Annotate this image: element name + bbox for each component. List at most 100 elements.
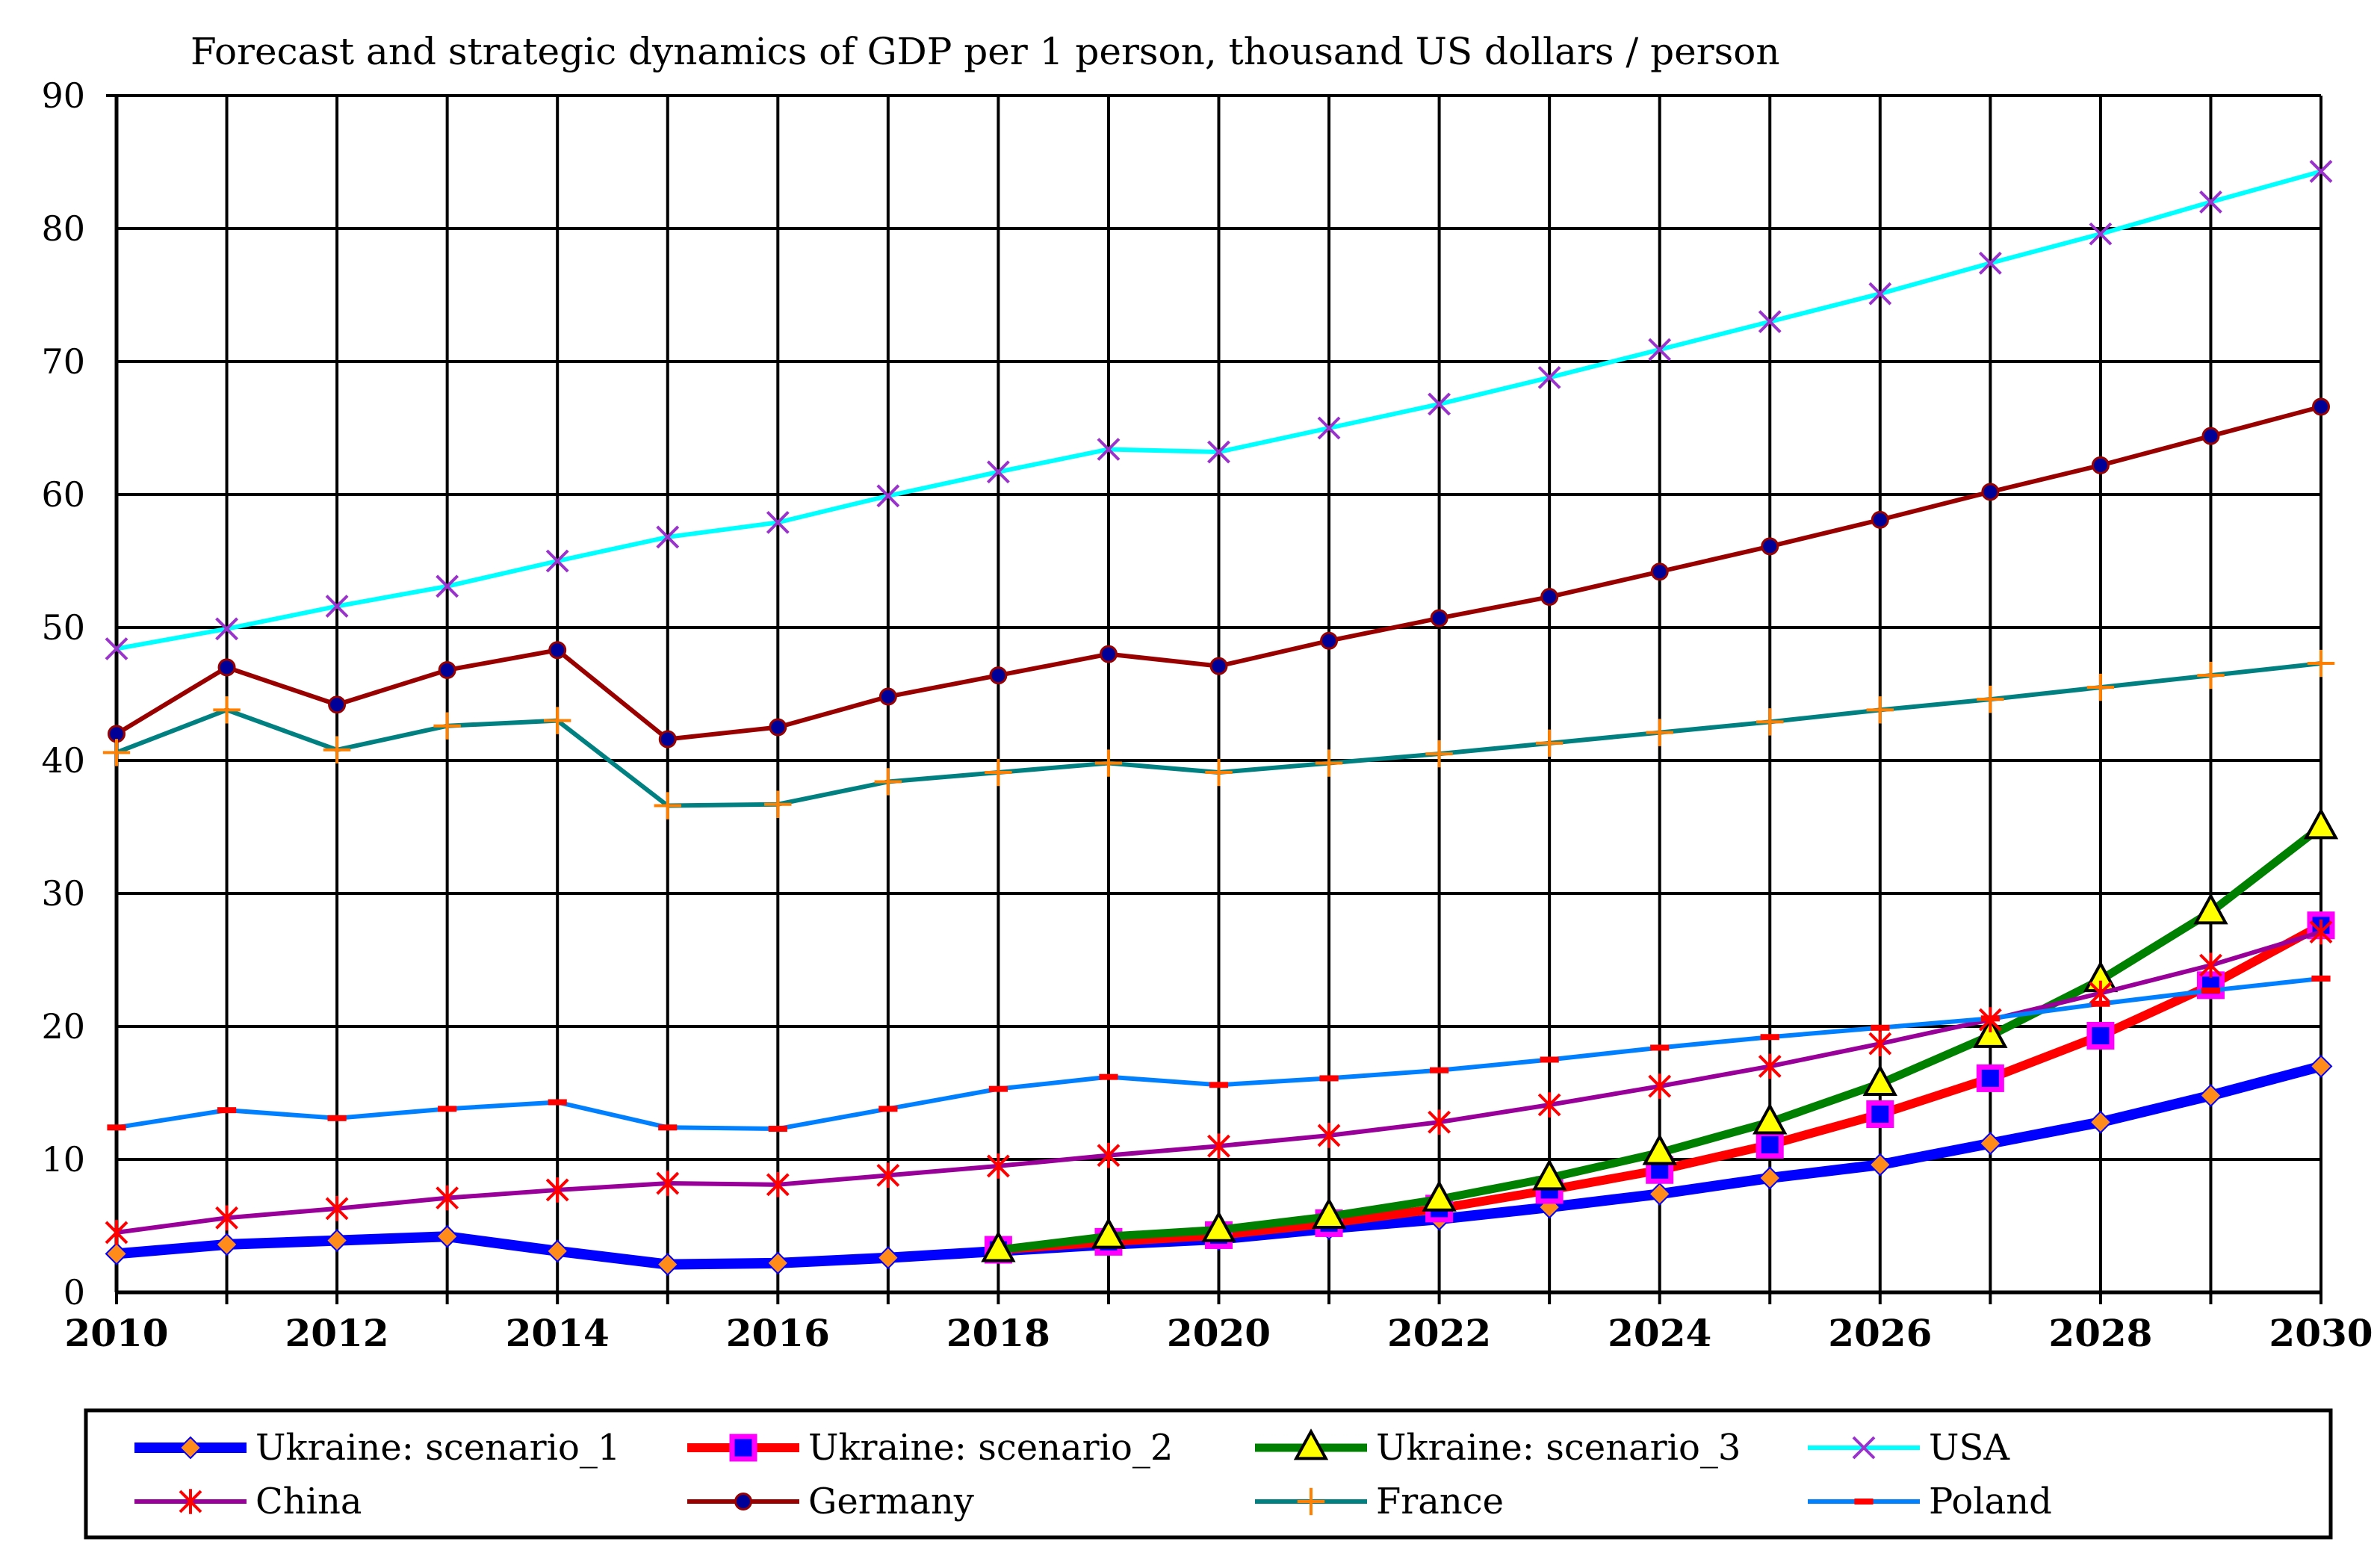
y-tick-label: 50 <box>41 607 85 648</box>
data-point <box>217 658 236 677</box>
legend-item: France <box>1255 1481 1504 1522</box>
data-point <box>1091 1217 1127 1249</box>
legend-label: Poland <box>1929 1481 2052 1522</box>
x-tick-label: 2022 <box>1387 1311 1491 1355</box>
data-point <box>2309 160 2333 183</box>
data-point <box>1297 1487 1325 1516</box>
data-point <box>874 768 902 796</box>
x-tick-label: 2020 <box>1167 1311 1271 1355</box>
legend-item: Ukraine: scenario_2 <box>687 1427 1173 1469</box>
data-point <box>2201 427 2220 445</box>
data-point <box>325 1196 349 1221</box>
data-point <box>989 666 1008 685</box>
data-point <box>1760 1034 1779 1041</box>
data-point <box>2307 649 2335 678</box>
data-point <box>436 1224 459 1248</box>
data-point <box>1978 251 2002 275</box>
data-point <box>2197 661 2225 690</box>
legend-item: Ukraine: scenario_1 <box>134 1427 620 1469</box>
x-tick-label: 2010 <box>64 1311 168 1355</box>
data-point <box>1537 1092 1561 1118</box>
data-point <box>545 549 569 573</box>
data-point <box>2199 190 2222 214</box>
data-point <box>1311 1197 1347 1229</box>
data-point <box>1317 416 1341 440</box>
data-point <box>1758 310 1782 334</box>
legend-label: Ukraine: scenario_3 <box>1376 1427 1741 1469</box>
data-point <box>1207 440 1230 464</box>
data-point <box>1648 1182 1672 1206</box>
data-point <box>1320 631 1339 650</box>
data-point <box>1099 1073 1118 1080</box>
data-point <box>766 1251 790 1275</box>
data-point <box>1094 749 1123 777</box>
x-tick-label: 2012 <box>285 1311 389 1355</box>
data-point <box>981 1230 1016 1262</box>
data-point <box>986 1153 1010 1179</box>
data-point <box>766 510 790 534</box>
data-point <box>658 1124 678 1131</box>
data-point <box>1978 1132 2002 1156</box>
data-point <box>1209 657 1228 675</box>
data-point <box>179 1436 202 1460</box>
series-ukraine-scenario-3 <box>981 808 2339 1262</box>
data-point <box>548 641 567 660</box>
data-point <box>1646 719 1673 746</box>
data-point <box>768 1126 787 1132</box>
x-tick-label: 2030 <box>2269 1311 2373 1355</box>
data-point <box>105 637 128 660</box>
legend-item: Poland <box>1808 1481 2052 1522</box>
legend: Ukraine: scenario_1 Ukraine: scenario_2 Uk… <box>84 1408 2333 1540</box>
data-point <box>878 687 897 706</box>
data-point <box>1317 1123 1341 1148</box>
data-point <box>1430 1067 1449 1073</box>
data-point <box>1535 729 1564 757</box>
data-point <box>179 1489 202 1514</box>
data-point <box>2089 222 2113 246</box>
data-point <box>1756 708 1784 736</box>
series-lines <box>102 160 2339 1277</box>
y-tick-label: 70 <box>41 341 85 382</box>
data-point <box>1422 1180 1457 1212</box>
data-point <box>1209 1082 1229 1088</box>
data-point <box>1862 1064 1897 1096</box>
legend-label: China <box>255 1481 362 1522</box>
data-point <box>764 790 792 818</box>
data-point <box>215 617 238 641</box>
data-point <box>1866 1100 1894 1128</box>
data-point <box>1758 1053 1782 1079</box>
legend-item: Ukraine: scenario_3 <box>1255 1427 1741 1469</box>
data-point <box>1428 1109 1451 1135</box>
data-point <box>1293 1428 1329 1460</box>
data-point <box>1425 740 1453 768</box>
data-point <box>1854 1499 1874 1505</box>
data-point <box>1761 537 1779 556</box>
data-point <box>2089 1110 2113 1134</box>
data-point <box>1642 1133 1677 1165</box>
data-point <box>1973 1016 2008 1048</box>
data-point <box>215 1205 238 1231</box>
data-point <box>2091 456 2110 474</box>
y-tick-label: 10 <box>41 1139 85 1180</box>
data-point <box>1758 1166 1782 1190</box>
data-point <box>1201 1210 1236 1242</box>
data-point <box>1977 685 2004 713</box>
x-tick-label: 2024 <box>1608 1311 1711 1355</box>
y-tick-label: 80 <box>41 208 85 249</box>
data-point <box>734 1493 752 1510</box>
data-point <box>654 792 681 819</box>
y-tick-label: 60 <box>41 474 85 515</box>
data-point <box>2312 397 2330 416</box>
data-point <box>1537 365 1561 389</box>
data-point <box>2309 1054 2333 1078</box>
data-point <box>1097 1142 1121 1168</box>
data-point <box>656 1171 680 1196</box>
data-point <box>1531 1159 1567 1191</box>
data-point <box>2309 919 2333 945</box>
data-point <box>102 739 131 766</box>
data-point <box>988 1085 1008 1092</box>
data-point <box>1315 749 1343 777</box>
series-germany <box>108 397 2330 749</box>
